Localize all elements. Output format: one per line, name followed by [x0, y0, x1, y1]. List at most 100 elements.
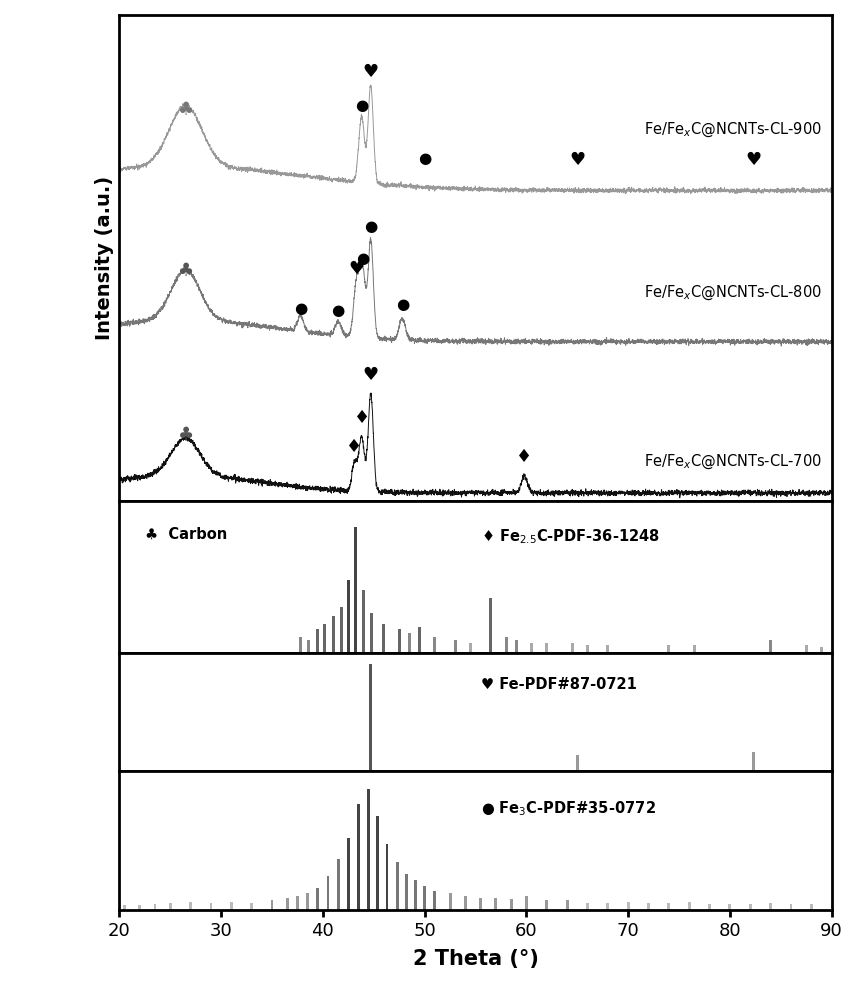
- Bar: [647, 903, 649, 910]
- Bar: [354, 527, 357, 653]
- Text: ● Fe$_3$C-PDF#35-0772: ● Fe$_3$C-PDF#35-0772: [480, 799, 655, 818]
- Bar: [433, 637, 436, 653]
- Text: ♣: ♣: [177, 262, 193, 280]
- Bar: [751, 752, 754, 771]
- Text: ♥: ♥: [362, 63, 378, 81]
- Bar: [339, 607, 343, 653]
- Bar: [210, 903, 212, 910]
- Bar: [230, 902, 233, 910]
- Text: ♦ Fe$_{2.5}$C-PDF-36-1248: ♦ Fe$_{2.5}$C-PDF-36-1248: [480, 527, 659, 546]
- Text: ♥: ♥: [568, 151, 584, 169]
- Text: ♣  Carbon: ♣ Carbon: [145, 527, 227, 542]
- Text: ♦: ♦: [346, 438, 362, 456]
- Bar: [514, 640, 517, 653]
- Bar: [407, 633, 411, 653]
- Bar: [323, 624, 326, 653]
- Bar: [666, 645, 670, 653]
- Bar: [138, 905, 141, 910]
- Text: ♦: ♦: [515, 448, 532, 466]
- Bar: [397, 629, 400, 653]
- Bar: [331, 616, 334, 653]
- Bar: [463, 896, 466, 910]
- Bar: [606, 903, 608, 910]
- Bar: [361, 590, 365, 653]
- Text: ●: ●: [354, 98, 368, 113]
- Bar: [489, 598, 492, 653]
- Text: ♥: ♥: [362, 366, 378, 384]
- Bar: [606, 645, 608, 653]
- Bar: [285, 898, 288, 910]
- Text: ♥: ♥: [745, 151, 761, 169]
- Bar: [123, 905, 126, 910]
- Text: ♣: ♣: [177, 426, 193, 444]
- Bar: [509, 899, 512, 910]
- Bar: [169, 903, 171, 910]
- Bar: [299, 637, 302, 653]
- Bar: [326, 876, 329, 910]
- Bar: [809, 904, 812, 910]
- Bar: [307, 640, 310, 653]
- Bar: [385, 844, 388, 910]
- Bar: [544, 900, 548, 910]
- Bar: [769, 903, 771, 910]
- Bar: [370, 613, 373, 653]
- Bar: [413, 880, 417, 910]
- Bar: [347, 838, 349, 910]
- Bar: [728, 904, 730, 910]
- Bar: [423, 886, 426, 910]
- Bar: [570, 643, 573, 653]
- Bar: [692, 645, 695, 653]
- Bar: [448, 893, 451, 910]
- Bar: [585, 903, 588, 910]
- Bar: [748, 904, 751, 910]
- Bar: [819, 647, 822, 653]
- Bar: [789, 904, 792, 910]
- Bar: [367, 789, 370, 910]
- Text: ●: ●: [395, 297, 408, 312]
- Text: ●: ●: [364, 219, 377, 234]
- Bar: [270, 900, 273, 910]
- Bar: [524, 896, 527, 910]
- Text: ●: ●: [417, 151, 431, 166]
- Bar: [544, 643, 548, 653]
- Bar: [769, 640, 771, 653]
- Text: ●: ●: [294, 301, 307, 316]
- Bar: [433, 891, 435, 910]
- Bar: [357, 804, 360, 910]
- Bar: [417, 627, 421, 653]
- Bar: [494, 898, 497, 910]
- Bar: [687, 902, 690, 910]
- Text: ●: ●: [355, 251, 369, 266]
- Text: ♥: ♥: [348, 260, 364, 278]
- Bar: [585, 645, 589, 653]
- Text: ♦: ♦: [353, 409, 369, 427]
- Bar: [369, 664, 371, 771]
- Bar: [250, 903, 253, 910]
- Bar: [153, 904, 156, 910]
- Bar: [504, 637, 507, 653]
- Bar: [316, 629, 319, 653]
- Bar: [296, 896, 298, 910]
- Bar: [306, 893, 308, 910]
- Bar: [395, 862, 398, 910]
- Bar: [469, 643, 471, 653]
- Bar: [376, 816, 379, 910]
- Text: Fe/Fe$_x$C@NCNTs-CL-900: Fe/Fe$_x$C@NCNTs-CL-900: [643, 121, 820, 139]
- Bar: [337, 859, 339, 910]
- Bar: [707, 904, 711, 910]
- Y-axis label: Intensity (a.u.): Intensity (a.u.): [95, 176, 113, 340]
- X-axis label: 2 Theta (°): 2 Theta (°): [412, 949, 538, 969]
- Text: ♥ Fe-PDF#87-0721: ♥ Fe-PDF#87-0721: [480, 677, 636, 692]
- Bar: [575, 755, 579, 771]
- Bar: [666, 903, 670, 910]
- Bar: [803, 645, 807, 653]
- Bar: [565, 900, 568, 910]
- Bar: [347, 580, 349, 653]
- Bar: [529, 643, 532, 653]
- Text: ●: ●: [331, 303, 344, 318]
- Bar: [626, 902, 629, 910]
- Text: ♣: ♣: [177, 101, 193, 119]
- Bar: [405, 874, 407, 910]
- Bar: [479, 898, 481, 910]
- Text: Fe/Fe$_x$C@NCNTs-CL-700: Fe/Fe$_x$C@NCNTs-CL-700: [643, 452, 820, 471]
